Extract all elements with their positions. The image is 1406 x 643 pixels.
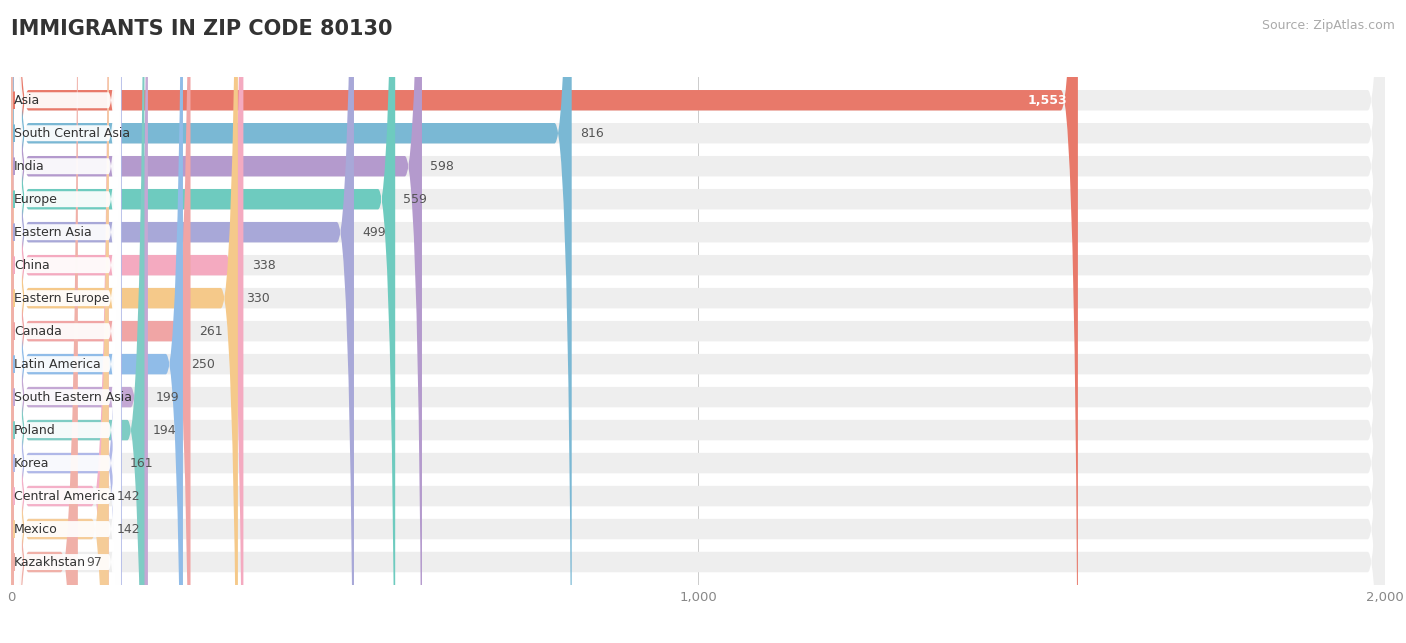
Text: Europe: Europe <box>14 193 58 206</box>
FancyBboxPatch shape <box>11 0 1385 643</box>
FancyBboxPatch shape <box>14 0 121 643</box>
FancyBboxPatch shape <box>11 0 1385 643</box>
Text: 97: 97 <box>86 556 103 568</box>
FancyBboxPatch shape <box>11 0 422 643</box>
Text: Eastern Europe: Eastern Europe <box>14 292 110 305</box>
FancyBboxPatch shape <box>11 0 572 643</box>
Text: 199: 199 <box>156 390 180 404</box>
FancyBboxPatch shape <box>11 0 183 643</box>
Text: Korea: Korea <box>14 457 49 469</box>
FancyBboxPatch shape <box>11 0 1385 643</box>
FancyBboxPatch shape <box>11 0 1385 643</box>
FancyBboxPatch shape <box>11 0 395 643</box>
FancyBboxPatch shape <box>11 0 1078 643</box>
FancyBboxPatch shape <box>11 0 1385 643</box>
FancyBboxPatch shape <box>14 0 121 643</box>
Text: 330: 330 <box>246 292 270 305</box>
FancyBboxPatch shape <box>11 0 190 643</box>
Text: 559: 559 <box>404 193 427 206</box>
FancyBboxPatch shape <box>11 0 1385 643</box>
FancyBboxPatch shape <box>11 0 354 643</box>
FancyBboxPatch shape <box>14 0 121 643</box>
FancyBboxPatch shape <box>14 0 121 643</box>
FancyBboxPatch shape <box>14 0 121 643</box>
Text: Kazakhstan: Kazakhstan <box>14 556 86 568</box>
FancyBboxPatch shape <box>11 0 1385 643</box>
FancyBboxPatch shape <box>11 0 1385 643</box>
FancyBboxPatch shape <box>11 0 148 643</box>
FancyBboxPatch shape <box>14 0 121 643</box>
Text: 598: 598 <box>430 159 454 173</box>
FancyBboxPatch shape <box>11 0 243 643</box>
FancyBboxPatch shape <box>11 0 122 643</box>
Text: Central America: Central America <box>14 489 115 503</box>
FancyBboxPatch shape <box>11 0 1385 643</box>
Text: Asia: Asia <box>14 94 41 107</box>
FancyBboxPatch shape <box>11 0 1385 643</box>
FancyBboxPatch shape <box>14 0 121 643</box>
FancyBboxPatch shape <box>14 0 121 643</box>
Text: 338: 338 <box>252 258 276 272</box>
FancyBboxPatch shape <box>11 0 1385 643</box>
Text: Mexico: Mexico <box>14 523 58 536</box>
FancyBboxPatch shape <box>14 0 121 643</box>
Text: IMMIGRANTS IN ZIP CODE 80130: IMMIGRANTS IN ZIP CODE 80130 <box>11 19 392 39</box>
FancyBboxPatch shape <box>11 0 77 643</box>
FancyBboxPatch shape <box>11 0 108 643</box>
Text: Canada: Canada <box>14 325 62 338</box>
FancyBboxPatch shape <box>11 0 108 643</box>
Text: 499: 499 <box>363 226 385 239</box>
FancyBboxPatch shape <box>14 0 121 643</box>
Text: South Central Asia: South Central Asia <box>14 127 131 140</box>
Text: 161: 161 <box>131 457 153 469</box>
Text: 261: 261 <box>198 325 222 338</box>
FancyBboxPatch shape <box>14 0 121 643</box>
Text: China: China <box>14 258 51 272</box>
Text: South Eastern Asia: South Eastern Asia <box>14 390 132 404</box>
Text: 142: 142 <box>117 523 141 536</box>
Text: 194: 194 <box>153 424 176 437</box>
FancyBboxPatch shape <box>14 0 121 643</box>
Text: 250: 250 <box>191 358 215 370</box>
FancyBboxPatch shape <box>11 0 1385 643</box>
FancyBboxPatch shape <box>14 0 121 643</box>
Text: Latin America: Latin America <box>14 358 101 370</box>
Text: 816: 816 <box>579 127 603 140</box>
FancyBboxPatch shape <box>14 0 121 643</box>
FancyBboxPatch shape <box>11 0 1385 643</box>
FancyBboxPatch shape <box>11 0 145 643</box>
Text: Source: ZipAtlas.com: Source: ZipAtlas.com <box>1261 19 1395 32</box>
FancyBboxPatch shape <box>11 0 1385 643</box>
Text: Poland: Poland <box>14 424 56 437</box>
FancyBboxPatch shape <box>11 0 1385 643</box>
Text: India: India <box>14 159 45 173</box>
Text: Eastern Asia: Eastern Asia <box>14 226 91 239</box>
Text: 1,553: 1,553 <box>1028 94 1067 107</box>
FancyBboxPatch shape <box>11 0 238 643</box>
FancyBboxPatch shape <box>14 0 121 643</box>
Text: 142: 142 <box>117 489 141 503</box>
